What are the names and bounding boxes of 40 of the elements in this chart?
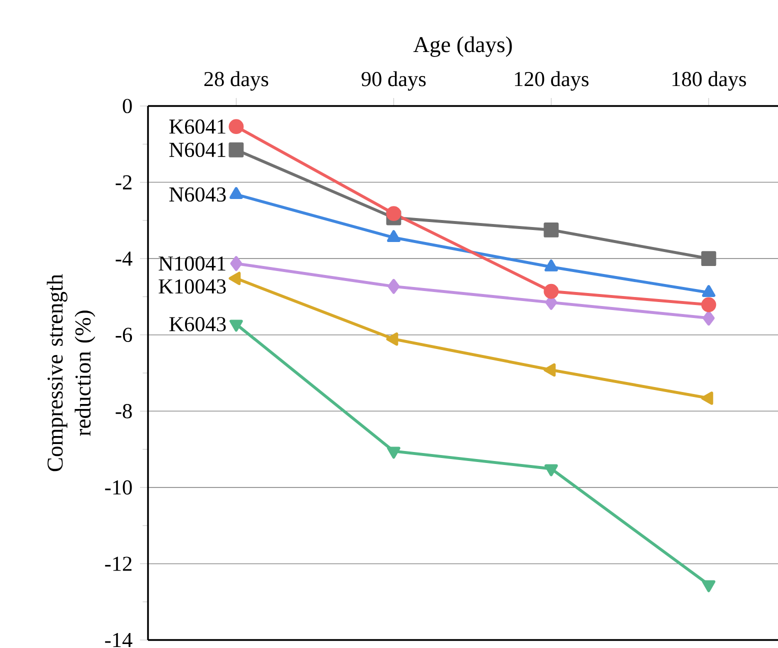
y-tick-label: -12 — [105, 556, 132, 571]
point — [388, 278, 400, 294]
series-label: K10043 — [158, 279, 226, 294]
y-tick-label: -6 — [116, 328, 132, 342]
series-label: K6043 — [169, 317, 226, 332]
series-label: N6043 — [169, 187, 226, 202]
point — [701, 251, 716, 266]
x-tick-label: 28 days — [204, 71, 268, 91]
series-label: N10041 — [158, 256, 226, 271]
y-tick-label: -4 — [116, 252, 132, 266]
point — [387, 230, 400, 242]
x-tick-label: 90 days — [362, 71, 426, 91]
x-tick-label: 120 days — [515, 71, 588, 91]
point — [230, 320, 243, 332]
series-label: K6041 — [169, 119, 226, 134]
y-tick-label: -10 — [105, 480, 132, 495]
point — [387, 446, 400, 459]
point — [544, 284, 559, 299]
y-tick-label: -8 — [116, 404, 132, 418]
point — [702, 580, 716, 592]
y-tick-label: -2 — [116, 175, 132, 190]
point — [386, 332, 398, 346]
x-tick-label: 180 days — [672, 71, 746, 91]
point — [228, 272, 241, 286]
point — [228, 119, 244, 134]
point — [702, 310, 715, 326]
y-tick-label: 0 — [122, 98, 132, 114]
point — [228, 142, 244, 158]
point — [701, 392, 714, 405]
x-axis-title: Age (days) — [413, 36, 512, 57]
point — [230, 256, 242, 271]
point — [544, 464, 558, 476]
series-label: N6041 — [169, 142, 226, 158]
point — [544, 363, 556, 377]
point — [230, 187, 243, 199]
y-axis-title: Compressive strength reduction (%) — [46, 274, 96, 472]
point — [544, 222, 559, 238]
point — [386, 206, 402, 222]
y-tick-label: -14 — [105, 632, 132, 648]
point — [701, 297, 716, 312]
